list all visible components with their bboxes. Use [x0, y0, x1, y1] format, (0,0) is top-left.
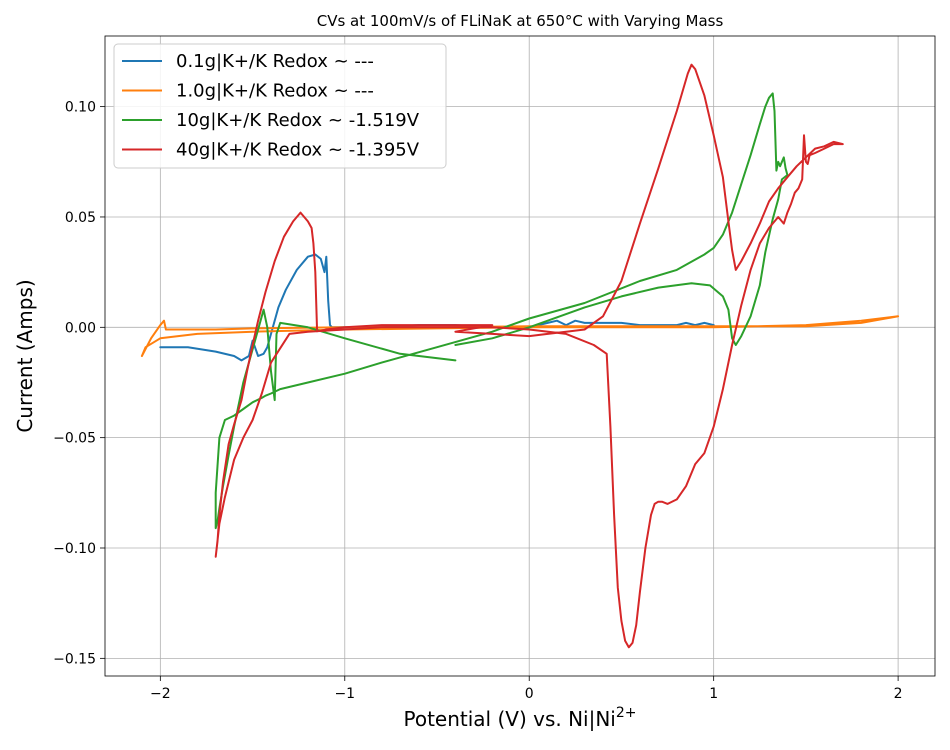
legend-label-40g: 40g|K+/K Redox ~ -1.395V [176, 140, 420, 161]
y-tick-label: 0.10 [65, 100, 96, 116]
x-tick-label: 2 [894, 686, 903, 702]
x-tick-label: 1 [709, 686, 718, 702]
y-tick-label: −0.05 [53, 431, 96, 447]
x-tick-label: −1 [334, 686, 355, 702]
series-line-40g [214, 63, 844, 649]
y-tick-label: 0.05 [65, 210, 96, 226]
legend-label-10g: 10g|K+/K Redox ~ -1.519V [176, 110, 420, 131]
x-tick-label: −2 [150, 686, 171, 702]
chart-title: CVs at 100mV/s of FLiNaK at 650°C with V… [317, 12, 724, 30]
series-line-0-1g [159, 253, 715, 362]
y-tick-label: −0.10 [53, 541, 96, 557]
legend: 0.1g|K+/K Redox ~ --- 1.0g|K+/K Redox ~ -… [113, 43, 447, 169]
legend-label-1-0g: 1.0g|K+/K Redox ~ --- [176, 81, 374, 102]
y-tick-label: −0.15 [53, 651, 96, 667]
y-tick-label: 0.00 [65, 320, 96, 336]
series-group [140, 63, 900, 649]
legend-items: 0.1g|K+/K Redox ~ --- 1.0g|K+/K Redox ~ -… [122, 51, 420, 161]
x-axis-label-superscript: 2+ [616, 705, 637, 721]
x-axis-label: Potential (V) vs. Ni|Ni2+ [403, 705, 636, 731]
series-line-1-0g [140, 315, 900, 357]
x-tick-label: 0 [525, 686, 534, 702]
legend-box [113, 43, 447, 169]
y-axis-label: Current (Amps) [13, 279, 37, 432]
x-axis-label-text: Potential (V) vs. Ni|Ni [403, 707, 615, 731]
legend-label-0-1g: 0.1g|K+/K Redox ~ --- [176, 51, 374, 72]
ticks: −2 −1 0 1 2 −0.15 −0.10 −0.05 0.00 0.05 0.10 [53, 100, 902, 702]
plot-frame [104, 35, 936, 677]
